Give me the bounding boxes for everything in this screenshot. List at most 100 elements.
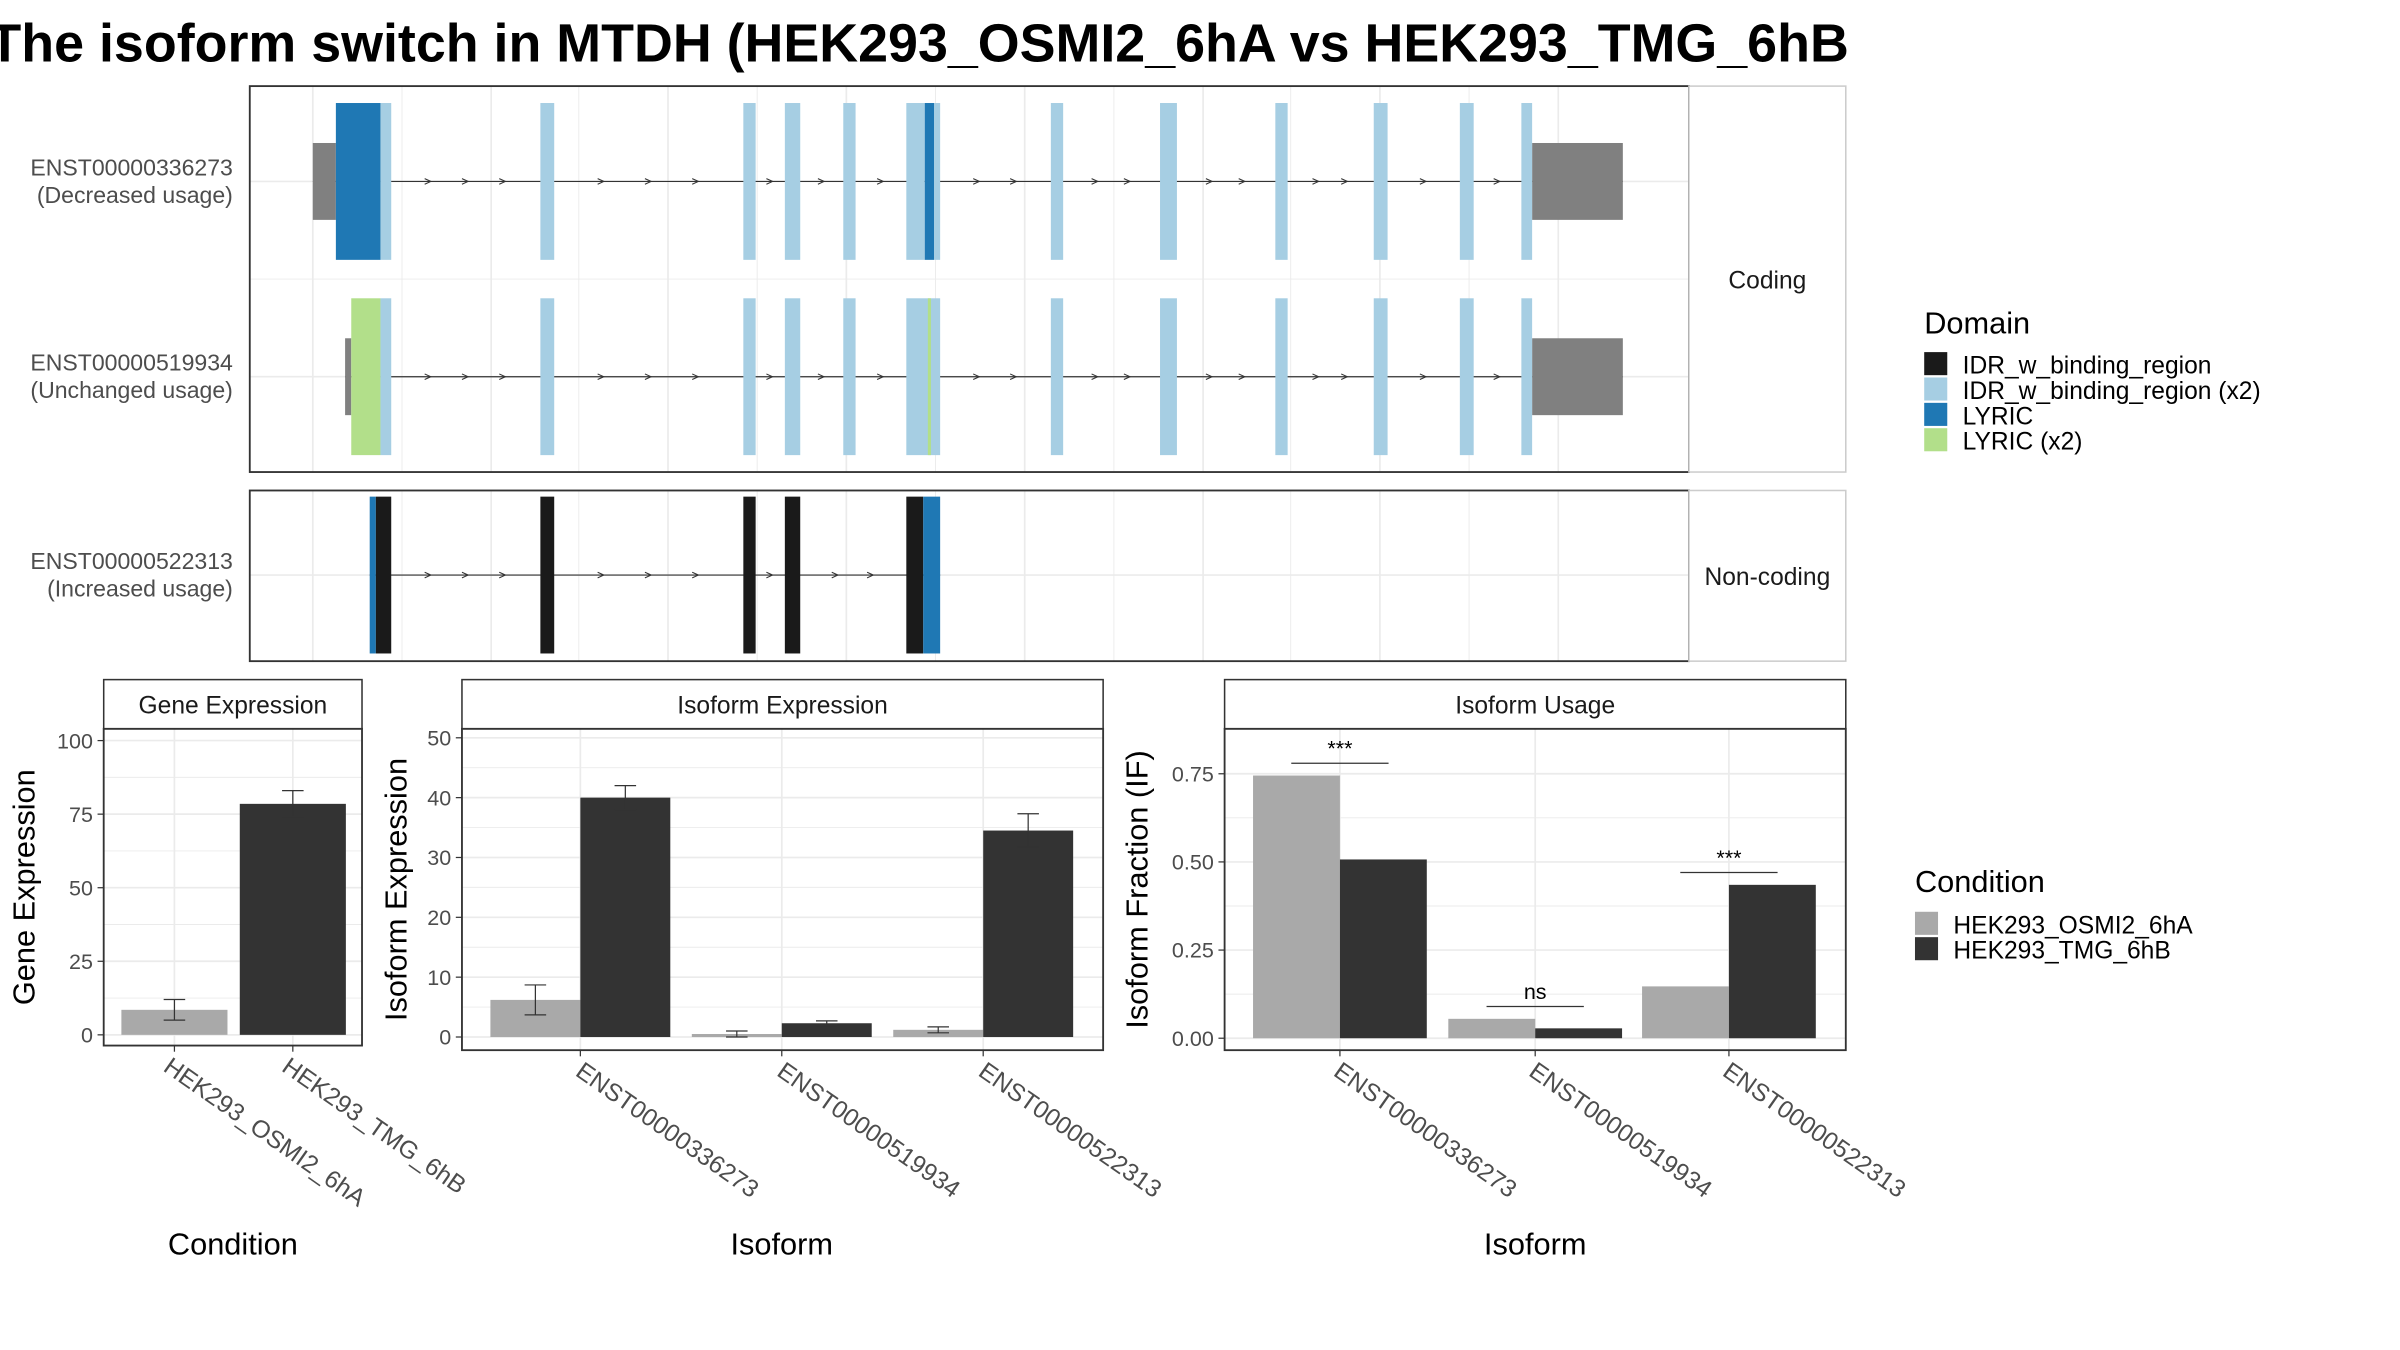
strip-box bbox=[1688, 85, 1847, 473]
direction-arrow bbox=[766, 571, 774, 579]
direction-arrow bbox=[644, 178, 653, 185]
direction-arrow bbox=[876, 373, 885, 380]
direction-arrow bbox=[461, 178, 470, 185]
domain-exon bbox=[540, 298, 555, 456]
bar bbox=[1339, 859, 1427, 1039]
direction-arrow bbox=[831, 571, 840, 579]
legend-swatch bbox=[1914, 911, 1939, 935]
domain-exon bbox=[927, 298, 931, 456]
y-tick-label: 0 bbox=[439, 1026, 451, 1050]
y-tick-label: 0 bbox=[81, 1024, 93, 1048]
bar bbox=[983, 830, 1074, 1038]
domain-exon bbox=[923, 496, 941, 654]
domain-exon bbox=[784, 496, 801, 654]
direction-arrow bbox=[644, 373, 653, 380]
direction-arrow bbox=[1312, 178, 1320, 185]
direction-arrow bbox=[972, 178, 981, 185]
direction-arrow bbox=[424, 571, 433, 579]
domain-exon bbox=[351, 298, 381, 456]
y-tick-label: 0.75 bbox=[1172, 762, 1214, 786]
direction-arrow bbox=[597, 178, 606, 185]
direction-arrow bbox=[1340, 178, 1349, 185]
transcript-label: ENST00000519934 bbox=[30, 350, 233, 376]
direction-arrow bbox=[499, 373, 507, 380]
domain-exon bbox=[540, 496, 555, 654]
chart-title: Isoform Usage bbox=[1455, 692, 1615, 719]
transcript-panel-0: Coding bbox=[248, 85, 1847, 473]
x-axis-title: Isoform bbox=[1484, 1227, 1587, 1262]
domain-exon bbox=[540, 103, 555, 260]
domain-exon bbox=[1521, 103, 1533, 260]
y-axis-title: Isoform Fraction (IF) bbox=[1120, 750, 1155, 1029]
transcript-track bbox=[345, 298, 1623, 456]
y-tick-label: 30 bbox=[427, 846, 451, 870]
domain-exon bbox=[375, 496, 392, 654]
direction-arrow bbox=[1009, 178, 1018, 185]
direction-arrow bbox=[1123, 373, 1132, 380]
bar bbox=[1448, 1018, 1536, 1039]
domain-exon bbox=[1373, 103, 1388, 260]
domain-exon bbox=[924, 103, 934, 260]
transcript-track bbox=[369, 496, 941, 654]
transcript-usage-label: (Unchanged usage) bbox=[30, 377, 232, 403]
direction-arrow bbox=[499, 571, 507, 579]
y-tick-label: 50 bbox=[69, 876, 93, 900]
direction-arrow bbox=[597, 571, 606, 579]
strip-box bbox=[1688, 489, 1847, 662]
domain-exon bbox=[1459, 298, 1474, 456]
direction-arrow bbox=[691, 373, 700, 380]
y-tick-label: 10 bbox=[427, 966, 451, 990]
domain-exon bbox=[743, 496, 756, 654]
domain-exon bbox=[1521, 298, 1533, 456]
bar bbox=[781, 1023, 872, 1038]
y-axis-title: Isoform Expression bbox=[379, 758, 414, 1021]
direction-arrow bbox=[644, 571, 653, 579]
y-axis-title: Gene Expression bbox=[7, 769, 42, 1005]
direction-arrow bbox=[1419, 178, 1428, 185]
legend-swatch bbox=[1924, 352, 1948, 376]
domain-exon bbox=[843, 298, 856, 456]
domain-exon bbox=[1275, 298, 1288, 456]
domain-exon bbox=[906, 496, 924, 654]
transcript-label: ENST00000522313 bbox=[30, 548, 232, 574]
domain-exon bbox=[1050, 298, 1064, 456]
legend-item-label: LYRIC (x2) bbox=[1963, 429, 2083, 456]
domain-exon bbox=[933, 103, 941, 260]
chart-title: Isoform Expression bbox=[677, 692, 887, 719]
y-tick-label: 50 bbox=[427, 726, 451, 750]
direction-arrow bbox=[1340, 373, 1349, 380]
direction-arrow bbox=[866, 571, 875, 579]
direction-arrow bbox=[1205, 373, 1214, 380]
utr-block bbox=[345, 338, 352, 416]
domain-exon bbox=[906, 298, 941, 456]
legend-title: Condition bbox=[1915, 864, 2045, 899]
direction-arrow bbox=[1205, 178, 1214, 185]
legend-swatch bbox=[1924, 402, 1948, 426]
direction-arrow bbox=[1009, 373, 1018, 380]
y-tick-label: 100 bbox=[57, 729, 93, 753]
domain-exon bbox=[843, 103, 856, 260]
domain-exon bbox=[1275, 103, 1288, 260]
legend-swatch bbox=[1924, 428, 1948, 452]
significance-label: ns bbox=[1524, 980, 1547, 1004]
y-tick-label: 0.50 bbox=[1172, 851, 1214, 875]
direction-arrow bbox=[766, 373, 774, 380]
direction-arrow bbox=[691, 178, 700, 185]
domain-exon bbox=[743, 103, 756, 260]
direction-arrow bbox=[461, 373, 470, 380]
bar bbox=[1535, 1028, 1623, 1039]
y-tick-label: 75 bbox=[69, 803, 93, 827]
transcript-track bbox=[312, 103, 1623, 260]
direction-arrow bbox=[424, 373, 433, 380]
direction-arrow bbox=[817, 373, 826, 380]
transcript-panel-1: Non-coding bbox=[248, 489, 1847, 663]
domain-exon bbox=[380, 103, 392, 260]
direction-arrow bbox=[876, 178, 885, 185]
legend-item-label: IDR_w_binding_region (x2) bbox=[1963, 378, 2261, 405]
plot-layer: Coding ENST00000336273(Decreased usage) EN… bbox=[7, 85, 2261, 1262]
direction-arrow bbox=[461, 571, 470, 579]
panel-border bbox=[461, 727, 1105, 1052]
direction-arrow bbox=[1419, 373, 1428, 380]
